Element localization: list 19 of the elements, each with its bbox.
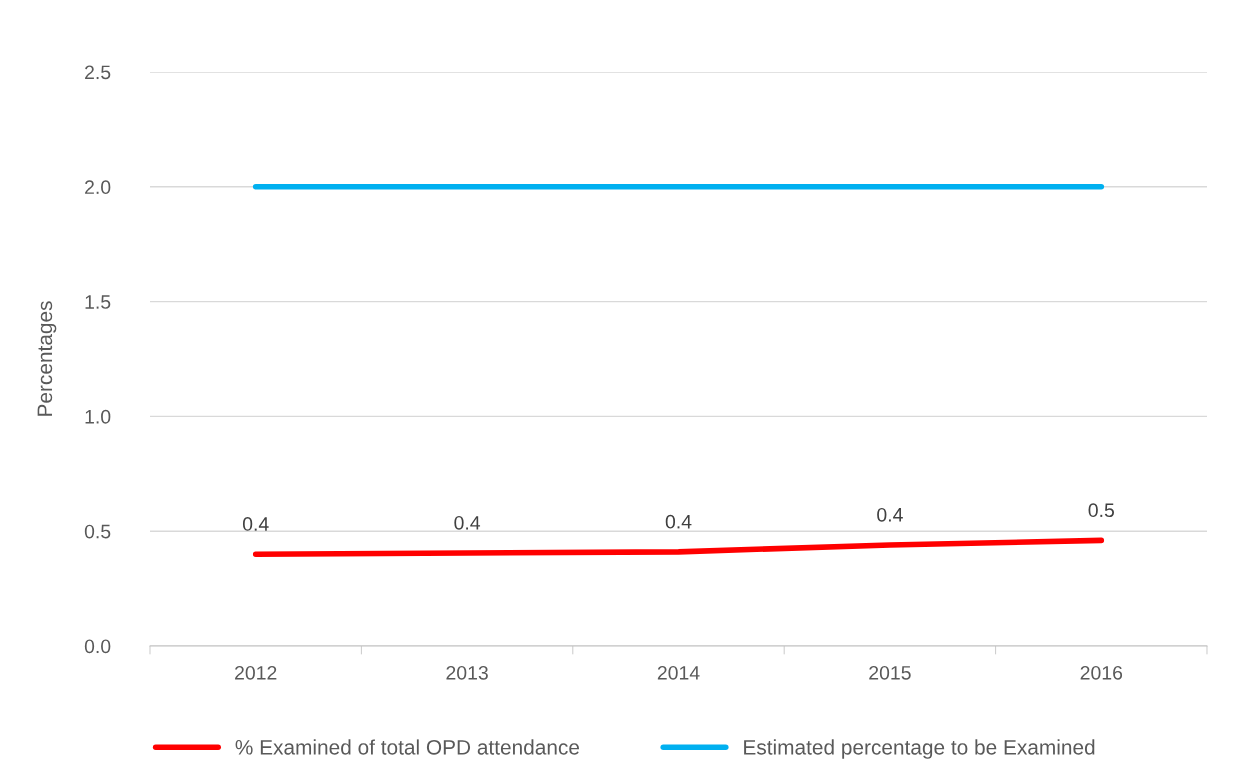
y-axis-title: Percentages <box>37 301 57 416</box>
data-label: 0.4 <box>454 515 481 530</box>
y-tick-label: 0.0 <box>84 639 111 654</box>
x-tick-label: 2016 <box>1080 665 1123 680</box>
x-tick-label: 2014 <box>657 665 700 680</box>
x-tick-label: 2013 <box>446 665 488 680</box>
y-tick-label: 2.5 <box>85 65 111 80</box>
y-tick-label: 1.0 <box>85 409 111 424</box>
data-label: 0.5 <box>1088 503 1114 518</box>
x-tick-label: 2012 <box>235 665 277 680</box>
x-tick-label: 2015 <box>869 665 911 680</box>
data-label: 0.4 <box>242 517 269 531</box>
data-label: 0.4 <box>877 507 903 522</box>
y-tick-label: 2.0 <box>85 180 111 195</box>
data-label: 0.4 <box>665 514 692 529</box>
y-tick-label: 0.5 <box>84 524 111 539</box>
legend-label: % Examined of total OPD attendance <box>235 739 580 755</box>
y-tick-label: 1.5 <box>85 295 111 309</box>
legend-label: Estimated percentage to be Examined <box>744 739 1095 759</box>
